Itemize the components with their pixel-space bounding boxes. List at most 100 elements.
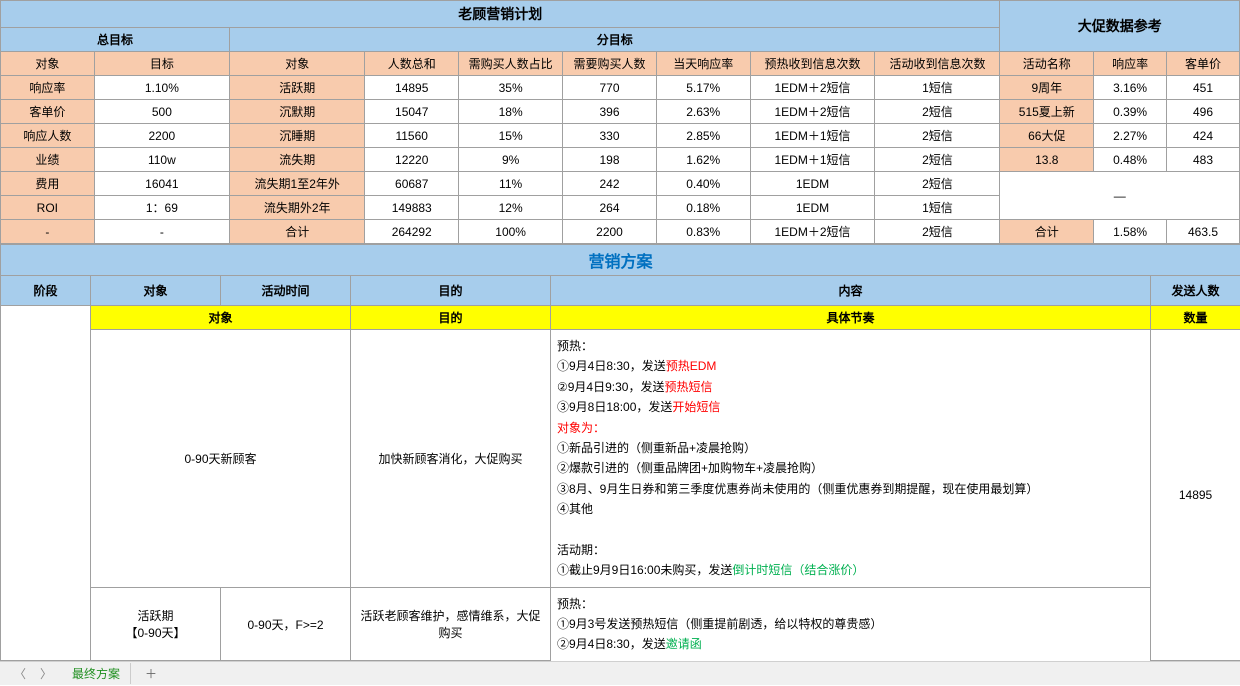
cell: 沉睡期 (230, 124, 365, 148)
h-people-sum: 人数总和 (365, 52, 459, 76)
h-target: 对象 (1, 52, 95, 76)
h-aov: 客单价 (1167, 52, 1240, 76)
h-purpose: 目的 (351, 276, 551, 306)
txt: ①9月4日8:30，发送 (557, 359, 666, 373)
cell: 0.48% (1094, 148, 1167, 172)
h-day-resp: 当天响应率 (656, 52, 750, 76)
cell: 2短信 (875, 124, 1000, 148)
cell: 1EDM＋2短信 (750, 100, 875, 124)
ref-title: 大促数据参考 (1000, 1, 1240, 52)
cell: - (94, 220, 229, 244)
cell: 15047 (365, 100, 459, 124)
cell: 0.40% (656, 172, 750, 196)
cell: 9% (459, 148, 563, 172)
cell: 合计 (230, 220, 365, 244)
cell: 1EDM (750, 172, 875, 196)
plan-title: 老顾营销计划 (1, 1, 1000, 28)
h-target: 对象 (91, 276, 221, 306)
scheme-row: 活跃期 【0-90天】 0-90天，F>=2 活跃老顾客维护，感情维系，大促购买… (1, 587, 1240, 661)
cell: 3.16% (1094, 76, 1167, 100)
scheme-title-text: 营销方案 (589, 254, 653, 271)
cell: 330 (563, 124, 657, 148)
cell: 流失期1至2年外 (230, 172, 365, 196)
cell: 2短信 (875, 148, 1000, 172)
cell: - (1, 220, 95, 244)
cell: 463.5 (1167, 220, 1240, 244)
cell: 0.83% (656, 220, 750, 244)
sheet-tab-bar: 〈 〉 最终方案 ＋ (0, 661, 1240, 685)
h-need-buy: 需要购买人数 (563, 52, 657, 76)
h-content: 内容 (551, 276, 1151, 306)
h-send: 发送人数 (1151, 276, 1240, 306)
cell: 110w (94, 148, 229, 172)
data-row: 业绩 110w 流失期 12220 9% 198 1.62% 1EDM＋1短信 … (1, 148, 1240, 172)
y-target: 对象 (91, 306, 351, 330)
data-row: 客单价 500 沉默期 15047 18% 396 2.63% 1EDM＋2短信… (1, 100, 1240, 124)
cell: 响应人数 (1, 124, 95, 148)
h-buy-ratio: 需购买人数占比 (459, 52, 563, 76)
cell: 流失期 (230, 148, 365, 172)
cell: 费用 (1, 172, 95, 196)
r2-target: 0-90天，F>=2 (221, 587, 351, 661)
txt: ①9月3号发送预热短信（侧重提前剧透，给以特权的尊贵感） (557, 617, 882, 631)
cell: 13.8 (1000, 148, 1094, 172)
cell: 1EDM (750, 196, 875, 220)
r2-stage: 活跃期 【0-90天】 (91, 587, 221, 661)
txt: （结合涨价） (792, 563, 864, 577)
cell: 流失期外2年 (230, 196, 365, 220)
h-goal: 目标 (94, 52, 229, 76)
cell: 264 (563, 196, 657, 220)
cell: 770 (563, 76, 657, 100)
tab-nav-next-icon[interactable]: 〉 (36, 665, 56, 682)
total-goal-hdr: 总目标 (1, 28, 230, 52)
sub-goal-hdr: 分目标 (230, 28, 1000, 52)
add-sheet-button[interactable]: ＋ (137, 665, 165, 682)
cell: 1短信 (875, 76, 1000, 100)
data-row: 响应率 1.10% 活跃期 14895 35% 770 5.17% 1EDM＋2… (1, 76, 1240, 100)
cell: 活跃期 (230, 76, 365, 100)
cell: 1EDM＋2短信 (750, 220, 875, 244)
cell: 35% (459, 76, 563, 100)
cell: 2短信 (875, 220, 1000, 244)
cell: 响应率 (1, 76, 95, 100)
stage-empty (1, 306, 91, 661)
cell: 198 (563, 148, 657, 172)
cell: 424 (1167, 124, 1240, 148)
cell: ROI (1, 196, 95, 220)
txt: 开始短信 (672, 400, 720, 414)
cell: 149883 (365, 196, 459, 220)
txt: ③9月8日18:00，发送 (557, 400, 672, 414)
cell: 业绩 (1, 148, 95, 172)
scheme-title: 营销方案 (1, 245, 1240, 276)
r1-content: 预热： ①9月4日8:30，发送预热EDM ②9月4日9:30，发送预热短信 ③… (551, 330, 1151, 588)
cell: 9周年 (1000, 76, 1094, 100)
cell: 11560 (365, 124, 459, 148)
cell: 1EDM＋1短信 (750, 124, 875, 148)
cell: 496 (1167, 100, 1240, 124)
h-resp-rate: 响应率 (1094, 52, 1167, 76)
r1-purpose: 加快新顾客消化，大促购买 (351, 330, 551, 588)
cell: 1短信 (875, 196, 1000, 220)
cell: 1EDM＋2短信 (750, 76, 875, 100)
cell: 2200 (563, 220, 657, 244)
cell: 0.39% (1094, 100, 1167, 124)
r2-content: 预热： ①9月3号发送预热短信（侧重提前剧透，给以特权的尊贵感） ②9月4日8:… (551, 587, 1151, 661)
cell: 14895 (365, 76, 459, 100)
txt: 预热： (557, 339, 593, 353)
ref-dash: — (1000, 172, 1240, 220)
cell: 1.58% (1094, 220, 1167, 244)
txt: 预热EDM (666, 359, 717, 373)
y-purpose: 目的 (351, 306, 551, 330)
scheme-row: 0-90天新顾客 加快新顾客消化，大促购买 预热： ①9月4日8:30，发送预热… (1, 330, 1240, 588)
cell: 12% (459, 196, 563, 220)
txt: 邀请函 (666, 637, 702, 651)
tab-nav-prev-icon[interactable]: 〈 (10, 665, 30, 682)
cell: 5.17% (656, 76, 750, 100)
h-act-name: 活动名称 (1000, 52, 1094, 76)
cell: 2短信 (875, 172, 1000, 196)
txt: ①截止9月9日16:00未购买，发送 (557, 563, 732, 577)
sheet-tab[interactable]: 最终方案 (62, 663, 131, 684)
cell: 100% (459, 220, 563, 244)
txt: ②9月4日9:30，发送 (557, 380, 664, 394)
cell: 11% (459, 172, 563, 196)
